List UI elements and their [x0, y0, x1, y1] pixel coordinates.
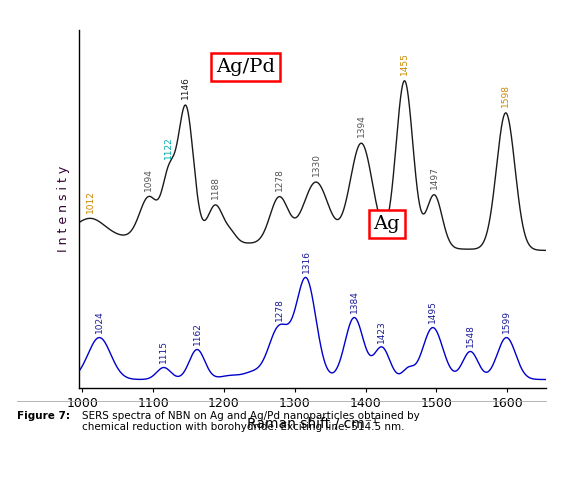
Text: 1330: 1330: [311, 153, 320, 176]
X-axis label: Raman shift / cm⁻¹: Raman shift / cm⁻¹: [247, 416, 378, 430]
Text: 1115: 1115: [159, 340, 168, 364]
Text: 1599: 1599: [502, 310, 511, 333]
Text: 1162: 1162: [193, 323, 202, 345]
Text: Figure 7:: Figure 7:: [17, 411, 70, 421]
Text: 1012: 1012: [86, 190, 95, 213]
Text: 1188: 1188: [211, 176, 220, 199]
Text: 1455: 1455: [400, 52, 409, 75]
Text: Ag: Ag: [373, 215, 400, 233]
Text: 1394: 1394: [357, 115, 366, 137]
Text: 1316: 1316: [302, 250, 311, 273]
Text: 1548: 1548: [466, 324, 475, 347]
Text: 1278: 1278: [275, 298, 284, 321]
Y-axis label: I n t e n s i t y: I n t e n s i t y: [57, 166, 70, 252]
Text: 1024: 1024: [95, 311, 104, 333]
Text: 1278: 1278: [275, 168, 284, 191]
Text: 1094: 1094: [145, 168, 153, 191]
Text: 1384: 1384: [350, 290, 359, 313]
Text: 1423: 1423: [377, 320, 386, 343]
Text: 1497: 1497: [430, 166, 439, 189]
Text: Ag/Pd: Ag/Pd: [216, 58, 275, 76]
Text: 1122: 1122: [164, 136, 173, 159]
Text: 1598: 1598: [501, 84, 510, 107]
Text: 1146: 1146: [181, 77, 190, 100]
Text: 1495: 1495: [428, 300, 437, 323]
Text: SERS spectra of NBN on Ag and Ag/Pd nanoparticles obtained by
chemical reduction: SERS spectra of NBN on Ag and Ag/Pd nano…: [82, 411, 419, 432]
